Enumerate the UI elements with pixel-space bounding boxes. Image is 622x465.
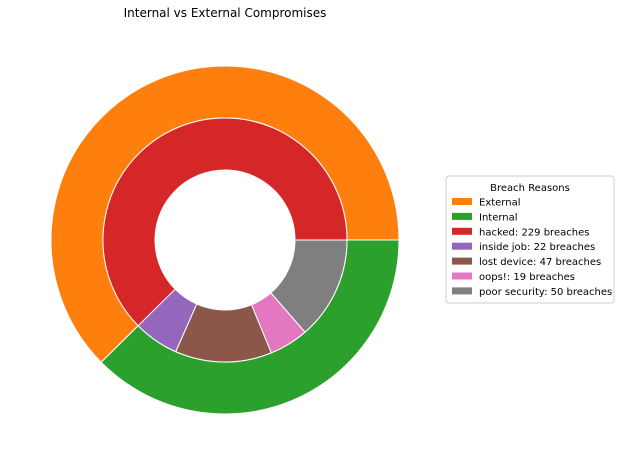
legend-swatch (452, 242, 472, 250)
legend: Breach Reasons External Internal hacked: 2… (445, 175, 615, 304)
legend-swatch (452, 212, 472, 220)
legend-swatch (452, 198, 472, 205)
legend-label: hacked: 229 breaches (479, 227, 589, 238)
legend-label: External (479, 198, 521, 209)
inner-wedge-hacked (102, 117, 348, 327)
inner-ring (102, 117, 348, 363)
legend-items: External Internal hacked: 229 breaches insi… (452, 198, 612, 298)
legend-title: Breach Reasons (490, 183, 570, 194)
legend-frame (445, 175, 615, 304)
legend-label: poor security: 50 breaches (479, 287, 612, 298)
legend-swatch (452, 227, 472, 235)
chart-title: Internal vs External Compromises (124, 6, 327, 20)
legend-label: Internal (479, 212, 518, 223)
legend-swatch (452, 272, 472, 280)
legend-label: inside job: 22 breaches (479, 242, 595, 253)
inner-wedge-poor-security (270, 239, 348, 333)
legend-swatch (452, 287, 472, 295)
legend-label: oops!: 19 breaches (479, 272, 575, 283)
legend-label: lost device: 47 breaches (479, 257, 601, 268)
legend-swatch (452, 257, 472, 265)
